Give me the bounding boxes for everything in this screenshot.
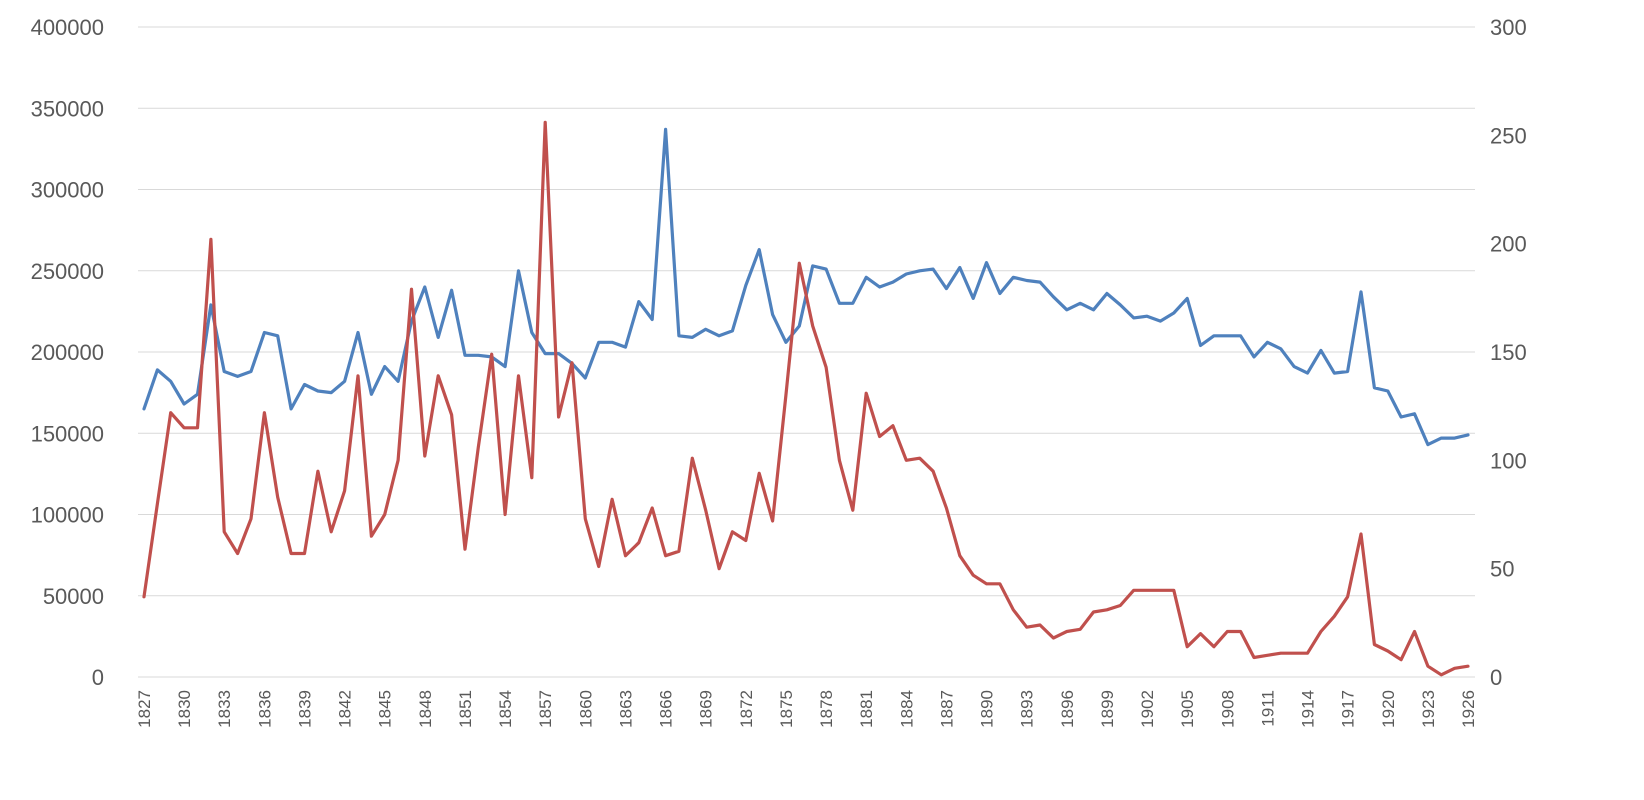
right-y-tick-label: 150 <box>1490 340 1527 365</box>
left-y-tick-label: 100000 <box>31 503 104 528</box>
left-y-tick-label: 50000 <box>43 584 104 609</box>
x-tick-label: 1923 <box>1419 690 1438 728</box>
x-tick-label: 1926 <box>1459 690 1478 728</box>
right-y-tick-label: 0 <box>1490 665 1502 690</box>
right-y-tick-label: 300 <box>1490 15 1527 40</box>
x-tick-label: 1890 <box>978 690 997 728</box>
x-tick-label: 1863 <box>616 690 635 728</box>
left-y-tick-label: 200000 <box>31 340 104 365</box>
x-tick-label: 1899 <box>1098 690 1117 728</box>
series-line-2 <box>142 120 1470 677</box>
x-tick-label: 1905 <box>1178 690 1197 728</box>
x-tick-label: 1839 <box>295 690 314 728</box>
left-y-tick-label: 250000 <box>31 259 104 284</box>
x-tick-label: 1911 <box>1258 690 1277 727</box>
series-layer <box>142 120 1470 677</box>
x-tick-label: 1896 <box>1058 690 1077 728</box>
x-tick-label: 1884 <box>897 690 916 728</box>
x-tick-label: 1902 <box>1138 690 1157 728</box>
left-y-tick-label: 0 <box>92 665 104 690</box>
x-tick-label: 1851 <box>456 690 475 728</box>
right-y-tick-label: 250 <box>1490 123 1527 148</box>
x-tick-label: 1872 <box>737 690 756 728</box>
right-y-tick-label: 50 <box>1490 557 1514 582</box>
left-y-tick-label: 150000 <box>31 421 104 446</box>
x-tick-label: 1848 <box>416 690 435 728</box>
x-tick-label: 1869 <box>697 690 716 728</box>
x-tick-label: 1845 <box>376 690 395 728</box>
x-tick-label: 1908 <box>1218 690 1237 728</box>
x-tick-label: 1878 <box>817 690 836 728</box>
right-y-tick-label: 200 <box>1490 232 1527 257</box>
left-y-tick-label: 350000 <box>31 96 104 121</box>
x-tick-label: 1893 <box>1018 690 1037 728</box>
x-axis: 1827 1830 1833 1836 1839 1842 1845 1848 1851 1854… <box>135 690 1478 728</box>
x-tick-label: 1833 <box>215 690 234 728</box>
x-tick-label: 1866 <box>657 690 676 728</box>
x-tick-label: 1842 <box>336 690 355 728</box>
right-y-axis: 0 50 100 150 200 250 300 <box>1490 15 1527 690</box>
left-y-axis: 0 50000 100000 150000 200000 250000 300000 3500… <box>31 15 104 690</box>
x-tick-label: 1875 <box>777 690 796 728</box>
x-tick-label: 1860 <box>576 690 595 728</box>
x-tick-label: 1854 <box>496 690 515 728</box>
gridlines <box>138 26 1475 678</box>
x-tick-label: 1881 <box>857 690 876 728</box>
left-y-tick-label: 400000 <box>31 15 104 40</box>
x-tick-label: 1857 <box>536 690 555 728</box>
x-tick-label: 1830 <box>175 690 194 728</box>
x-tick-label: 1836 <box>255 690 274 728</box>
right-y-tick-label: 100 <box>1490 448 1527 473</box>
x-tick-label: 1827 <box>135 690 154 728</box>
x-tick-label: 1887 <box>937 690 956 728</box>
x-tick-label: 1917 <box>1339 690 1358 728</box>
left-y-tick-label: 300000 <box>31 178 104 203</box>
x-tick-label: 1914 <box>1299 690 1318 728</box>
x-tick-label: 1920 <box>1379 690 1398 728</box>
